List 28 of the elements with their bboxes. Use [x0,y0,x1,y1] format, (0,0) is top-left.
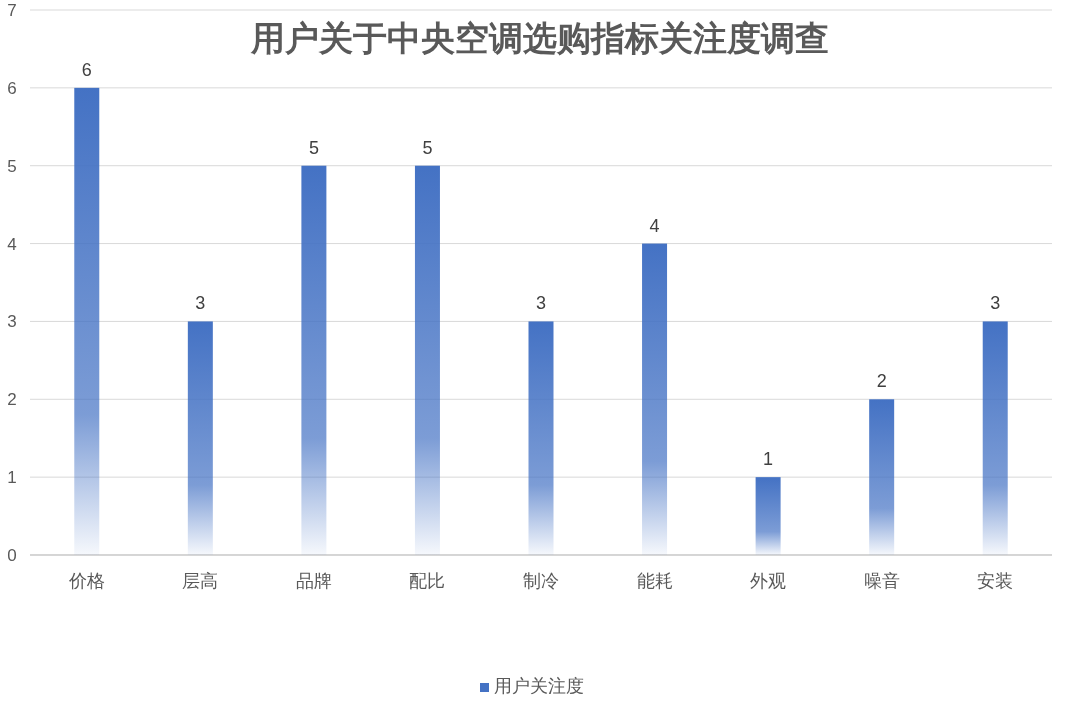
data-label: 1 [763,449,774,470]
data-label: 3 [195,293,206,314]
x-tick-label: 层高 [182,571,219,591]
y-tick-label: 3 [7,312,17,332]
x-tick-label: 配比 [409,571,446,591]
data-label: 3 [535,293,547,314]
data-label: 6 [81,59,92,80]
data-label: 4 [649,215,660,236]
y-tick-label: 6 [7,78,17,98]
data-label: 3 [990,293,1001,314]
data-label: 2 [876,371,887,392]
y-tick-label: 4 [7,234,17,254]
y-tick-label: 0 [7,546,17,565]
x-tick-label: 品牌 [295,571,332,591]
x-tick-label: 价格 [67,571,105,591]
y-tick-label: 7 [7,1,17,20]
x-tick-label: 安装 [977,571,1014,591]
x-tick-label: 噪音 [863,571,900,591]
y-tick-label: 2 [7,390,17,410]
y-tick-label: 1 [7,468,17,488]
chart-title: 用户关于中央空调选购指标关注度调查 [250,19,829,57]
y-tick-label: 5 [7,156,17,176]
x-tick-label: 外观 [750,571,787,591]
legend-label: 用户关注度 [494,676,584,696]
data-label: 5 [308,137,319,158]
x-tick-label: 制冷 [523,571,559,591]
data-label: 5 [422,137,433,158]
x-tick-label: 能耗 [636,571,673,591]
